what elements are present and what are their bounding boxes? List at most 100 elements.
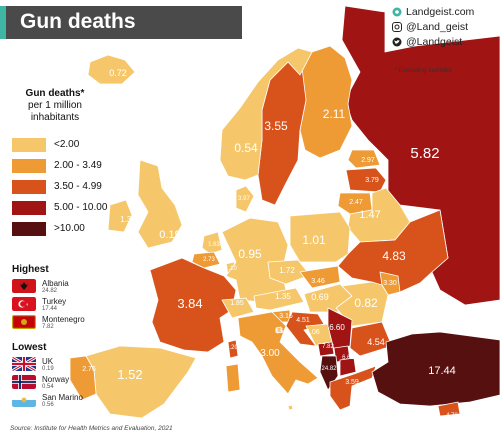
- country-cyprus: [437, 401, 461, 417]
- value-label-portugal: 2.76: [82, 366, 96, 373]
- value-label-latvia: 3.79: [365, 177, 379, 184]
- value-label-austria: 1.35: [275, 292, 291, 301]
- value-label-corsica: 1.20: [226, 345, 238, 351]
- legend-swatch: [12, 221, 46, 236]
- lowest-value: 0.54: [42, 384, 54, 390]
- legend-item: <2.00: [12, 134, 107, 155]
- value-label-finland: 2.11: [323, 107, 346, 121]
- brand-site[interactable]: Landgeist.com: [392, 4, 474, 19]
- san-marino-flag-icon: [12, 393, 36, 407]
- value-label-estonia: 2.97: [361, 157, 375, 164]
- value-label-kosovo: 6.62: [342, 355, 354, 361]
- source-note: Source: Institute for Health Metrics and…: [10, 425, 173, 432]
- value-label-romania: 0.82: [354, 296, 378, 310]
- highest-title: Highest: [12, 264, 49, 275]
- highest-entry: Albania 24.82: [12, 279, 69, 295]
- brand-twitter-text: @Landgeist: [406, 35, 463, 48]
- legend-title-sub: per 1 million inhabitants: [28, 100, 82, 123]
- value-label-luxembourg: 1.10: [225, 266, 237, 272]
- country-belarus: [347, 187, 411, 243]
- country-uk: [137, 159, 183, 249]
- country-croatia: [285, 311, 325, 347]
- value-label-cyprus: 4.73: [446, 413, 458, 419]
- country-portugal: [69, 355, 97, 401]
- value-label-germany: 0.95: [238, 247, 262, 261]
- brand-block: Landgeist.com @Land_geist @Landgeist: [392, 4, 474, 49]
- value-label-czechia: 1.72: [279, 266, 295, 275]
- value-label-albania: 24.82: [321, 366, 337, 372]
- value-label-greece: 3.59: [345, 379, 359, 386]
- title-banner: Gun deaths: [0, 6, 242, 39]
- country-ireland: [107, 199, 133, 233]
- country-denmark: [235, 185, 255, 213]
- legend-title-main: Gun deaths*: [25, 88, 85, 99]
- country-montenegro: [317, 341, 335, 357]
- legend-swatch: [12, 158, 46, 173]
- value-label-ukraine: 4.83: [382, 249, 406, 263]
- value-label-montenegro: 7.82: [322, 344, 334, 350]
- value-label-russia: 5.82: [410, 145, 439, 162]
- brand-instagram[interactable]: @Land_geist: [392, 19, 474, 34]
- value-label-san-marino: 0.56: [275, 329, 287, 335]
- lowest-value: 0.19: [42, 366, 54, 372]
- legend-swatch: [12, 179, 46, 194]
- legend-label: 3.50 - 4.99: [54, 181, 102, 192]
- value-label-italy: 3.00: [260, 348, 280, 359]
- twitter-icon: [392, 37, 402, 46]
- lowest-name: San Marino: [42, 393, 83, 402]
- value-label-spain: 1.52: [117, 367, 142, 382]
- value-label-bulgaria: 4.54: [367, 337, 385, 347]
- legend-item: 5.00 - 10.00: [12, 197, 107, 218]
- value-label-switzerland: 1.85: [230, 300, 244, 307]
- value-label-ireland: 1.35: [120, 215, 136, 224]
- country-malta: [287, 404, 294, 411]
- brand-twitter[interactable]: @Landgeist: [392, 34, 474, 49]
- legend-label: 2.00 - 3.49: [54, 160, 102, 171]
- country-iceland: [87, 54, 136, 85]
- value-label-lithuania: 2.47: [349, 199, 363, 206]
- value-label-poland: 1.01: [302, 233, 326, 247]
- lowest-value: 0.56: [42, 402, 54, 408]
- value-label-slovakia: 3.46: [311, 278, 325, 285]
- uk-flag-icon: [12, 357, 36, 371]
- value-label-serbia: 6.60: [329, 323, 345, 332]
- highest-entry: Turkey 17.44: [12, 297, 66, 313]
- lowest-entry: San Marino 0.56: [12, 393, 83, 409]
- legend-label: >10.00: [54, 223, 85, 234]
- lowest-title: Lowest: [12, 342, 47, 353]
- value-label-sardinia: 0.72: [210, 353, 222, 359]
- value-label-moldova: 3.30: [383, 280, 397, 287]
- brand-site-text: Landgeist.com: [406, 5, 475, 18]
- highest-name: Montenegro: [42, 315, 85, 324]
- map-title: Gun deaths: [20, 10, 136, 33]
- instagram-icon: [392, 21, 402, 32]
- country-belgium: [191, 251, 221, 269]
- highest-value: 7.82: [42, 324, 54, 330]
- country-norway: [219, 47, 313, 181]
- footnote: * Excluding suicides: [394, 67, 452, 74]
- value-label-belarus: 1.47: [359, 209, 380, 221]
- legend-swatch: [12, 137, 46, 152]
- country-bulgaria: [349, 321, 393, 357]
- value-label-netherlands: 1.63: [208, 242, 220, 248]
- country-estonia: [347, 149, 381, 169]
- country-corsica: [227, 339, 239, 359]
- norway-flag-icon: [12, 375, 36, 389]
- country-greece: [329, 365, 377, 411]
- legend-item: 2.00 - 3.49: [12, 155, 107, 176]
- landgeist-logo-icon: [392, 7, 402, 16]
- value-label-hungary: 0.69: [311, 292, 329, 302]
- montenegro-flag-icon: [12, 315, 36, 329]
- legend: <2.00 2.00 - 3.49 3.50 - 4.99 5.00 - 10.…: [12, 134, 107, 239]
- country-sardinia: [225, 363, 241, 393]
- country-czechia: [267, 259, 311, 285]
- highest-value: 17.44: [42, 306, 58, 312]
- country-italy: [237, 311, 319, 395]
- brand-instagram-text: @Land_geist: [406, 20, 469, 33]
- highest-name: Albania: [42, 279, 69, 288]
- value-label-france: 3.84: [177, 296, 202, 311]
- legend-label: <2.00: [54, 139, 80, 150]
- country-north-macedonia: [339, 357, 357, 377]
- legend-item: >10.00: [12, 218, 107, 239]
